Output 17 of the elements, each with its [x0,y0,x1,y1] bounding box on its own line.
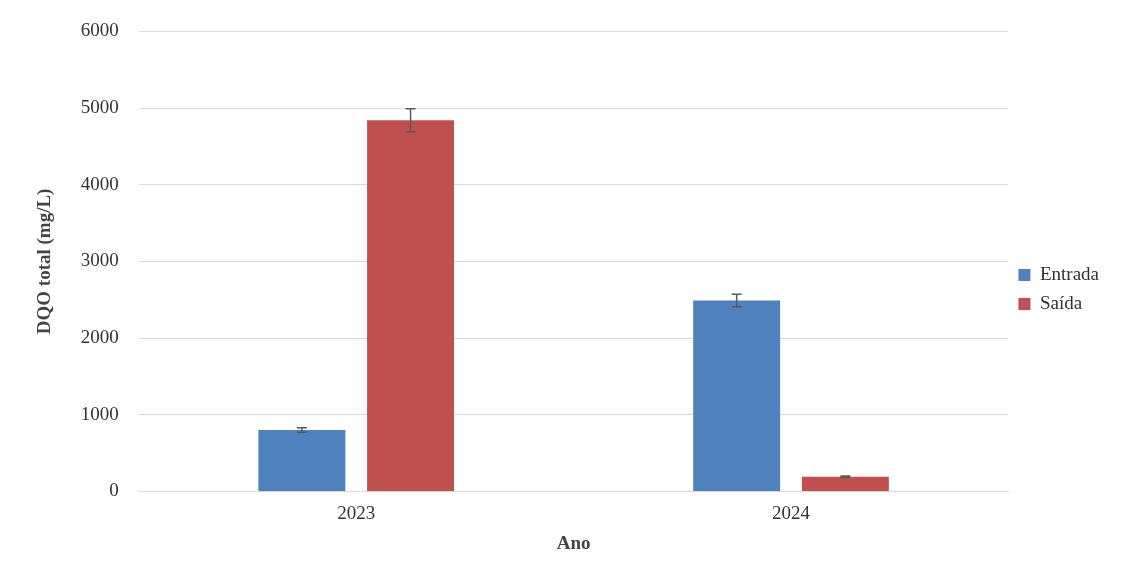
y-tick-label: 6000 [80,19,119,41]
bar [367,120,455,491]
y-tick-label: 4000 [80,172,119,194]
x-tick-label: 2024 [772,501,811,523]
legend-label: Entrada [1039,262,1100,284]
legend-label: Saída [1039,291,1083,313]
x-axis-title: Ano [556,531,591,553]
y-tick-label: 1000 [80,402,119,424]
bar [801,476,889,491]
bar [258,430,346,491]
bar [693,300,781,491]
y-tick-label: 0 [109,479,119,501]
y-tick-label: 2000 [80,326,119,348]
y-tick-label: 3000 [80,249,119,271]
y-axis-title: DQO total (mg/L) [33,188,56,335]
x-tick-label: 2023 [337,501,376,523]
y-tick-label: 5000 [80,96,119,118]
